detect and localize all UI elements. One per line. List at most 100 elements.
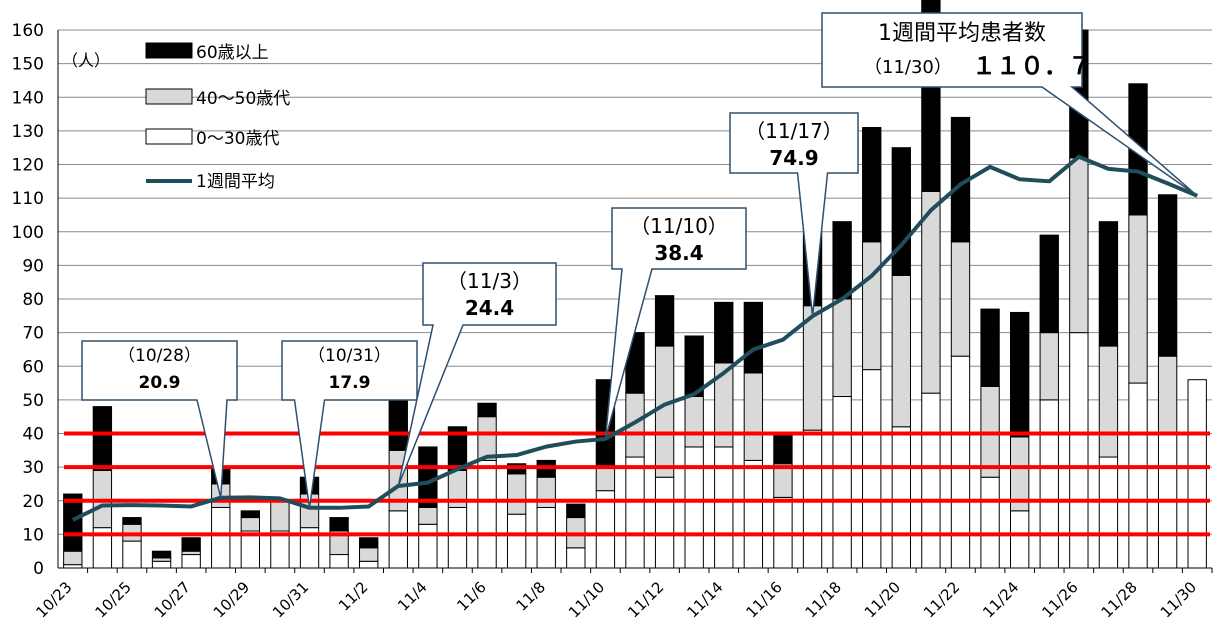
- bar-segment: [714, 446, 734, 569]
- bar-segment: [1128, 382, 1148, 569]
- bar-segment: [477, 459, 497, 569]
- callout-date: （10/28）: [118, 346, 201, 366]
- bar-segment: [388, 510, 408, 569]
- bar-segment: [832, 298, 852, 398]
- bar-segment: [773, 433, 793, 465]
- bar-segment: [359, 537, 379, 549]
- x-tick-label: 10/23: [32, 578, 75, 621]
- x-tick-label: 11/14: [683, 578, 726, 621]
- y-tick-label: 100: [12, 223, 44, 243]
- bar-segment: [891, 426, 911, 569]
- callout-value: 38.4: [654, 241, 703, 265]
- bar-segment: [625, 456, 645, 569]
- bar-segment: [92, 406, 113, 471]
- legend: 60歳以上 40～50歳代 0～30歳代 1週間平均: [145, 42, 290, 192]
- bar-segment: [1069, 157, 1089, 334]
- bar-segment: [684, 446, 704, 569]
- bar-segment: [654, 345, 675, 478]
- x-tick-label: 11/2: [335, 578, 372, 615]
- bar-segment: [181, 554, 201, 569]
- y-tick-label: 0: [33, 559, 44, 579]
- bar-segment: [1157, 355, 1178, 435]
- legend-swatch: [145, 42, 193, 59]
- bar-segment: [506, 473, 527, 515]
- legend-label: 0～30歳代: [196, 129, 279, 149]
- bar-segment: [684, 396, 704, 448]
- bar-segment: [329, 517, 349, 532]
- weekly-average-line: [71, 154, 1198, 522]
- y-tick-label: 150: [12, 55, 44, 75]
- legend-label: 1週間平均: [196, 172, 275, 192]
- bar-segment: [418, 446, 438, 508]
- bar-segment: [359, 560, 379, 569]
- y-tick-label: 70: [22, 324, 44, 344]
- bar-segment: [743, 372, 764, 461]
- bar-segment: [862, 127, 882, 243]
- bar-segment: [270, 530, 290, 569]
- callout-box: [729, 112, 859, 317]
- bar-segment: [1009, 510, 1030, 569]
- x-tick-label: 10/29: [210, 578, 253, 621]
- callout-date: （11/3）: [447, 269, 532, 293]
- bar-segment: [832, 396, 852, 569]
- bar-segment: [1039, 332, 1059, 401]
- bar-segment: [802, 305, 823, 431]
- bar-segment: [566, 547, 586, 569]
- legend-label: 40～50歳代: [196, 89, 290, 109]
- x-tick-label: 11/26: [1038, 578, 1081, 621]
- bar-segment: [980, 476, 1000, 569]
- bar-segment: [329, 554, 349, 569]
- bar-segment: [743, 301, 764, 374]
- y-tick-label: 60: [22, 357, 44, 377]
- y-tick-label: 80: [22, 290, 44, 310]
- bar-segment: [980, 308, 1000, 387]
- x-tick-label: 10/25: [92, 578, 135, 621]
- x-tick-label: 11/30: [1157, 578, 1200, 621]
- reference-lines: [64, 431, 1210, 537]
- bar-segment: [63, 493, 83, 552]
- x-tick-label: 11/10: [565, 578, 608, 621]
- bar-segment: [950, 241, 971, 357]
- bar-segment: [1039, 234, 1059, 334]
- bar-segment: [921, 190, 941, 394]
- callout-date: （11/30）: [864, 57, 952, 78]
- bar-segment: [240, 517, 261, 532]
- legend-label: 60歳以上: [196, 43, 269, 63]
- x-tick-label: 11/22: [920, 578, 963, 621]
- bar-segment: [122, 517, 142, 525]
- bar-segment: [1157, 194, 1178, 357]
- bar-segment: [388, 396, 408, 451]
- callout-date: （11/10）: [630, 214, 728, 238]
- callout-box: [397, 262, 557, 487]
- y-tick-label: 140: [12, 88, 44, 108]
- bar-segment: [270, 500, 290, 532]
- bar-segment: [1098, 221, 1119, 347]
- y-tick-label: 120: [12, 156, 44, 176]
- x-tick-label: 11/28: [1098, 578, 1141, 621]
- bar-segment: [477, 402, 497, 418]
- bar-segment: [122, 540, 142, 569]
- bar-segment: [1009, 311, 1030, 438]
- bar-segment: [1128, 214, 1148, 384]
- bar-segment: [921, 392, 941, 569]
- y-tick-label: 110: [12, 189, 44, 209]
- x-tick-label: 11/6: [453, 578, 490, 615]
- average-line-path: [71, 154, 1198, 522]
- callout-date: （10/31）: [308, 346, 391, 366]
- y-tick-label: 160: [12, 21, 44, 41]
- bar-segment: [151, 557, 172, 562]
- bar-segment: [63, 564, 83, 569]
- callout-value: １１０．７: [972, 52, 1092, 80]
- bar-segment: [240, 510, 261, 519]
- bar-segment: [891, 147, 911, 276]
- legend-swatch: [145, 88, 193, 105]
- bar-segment: [151, 550, 172, 559]
- y-tick-label: 20: [22, 492, 44, 512]
- bar-segment: [240, 530, 261, 569]
- bar-segment: [1098, 456, 1119, 569]
- y-tick-label: 90: [22, 256, 44, 276]
- x-tick-label: 11/8: [513, 578, 550, 615]
- callout-box: [821, 12, 1198, 197]
- bar-segment: [506, 513, 527, 569]
